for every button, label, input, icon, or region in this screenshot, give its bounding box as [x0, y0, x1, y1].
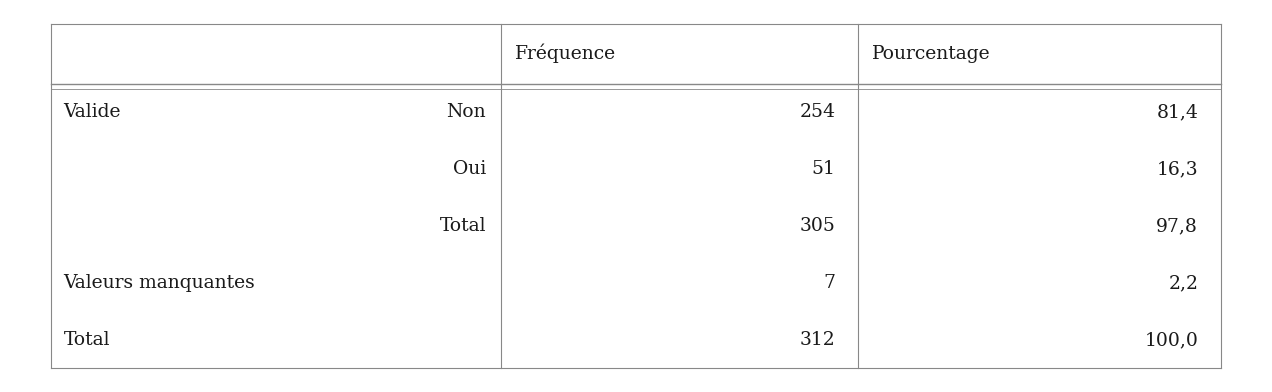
- Text: 51: 51: [812, 160, 836, 178]
- Text: 305: 305: [800, 217, 836, 235]
- Text: Total: Total: [440, 217, 486, 235]
- Text: Fréquence: Fréquence: [515, 44, 617, 64]
- Text: 100,0: 100,0: [1145, 331, 1198, 349]
- Text: 2,2: 2,2: [1168, 274, 1198, 292]
- Text: Non: Non: [446, 103, 486, 122]
- Text: 97,8: 97,8: [1156, 217, 1198, 235]
- Text: Valide: Valide: [64, 103, 121, 122]
- Text: Total: Total: [64, 331, 111, 349]
- Text: 16,3: 16,3: [1156, 160, 1198, 178]
- Text: 254: 254: [799, 103, 836, 122]
- Text: Valeurs manquantes: Valeurs manquantes: [64, 274, 256, 292]
- Text: 312: 312: [800, 331, 836, 349]
- Text: Pourcentage: Pourcentage: [873, 45, 991, 63]
- Text: 81,4: 81,4: [1156, 103, 1198, 122]
- Text: 7: 7: [823, 274, 836, 292]
- Text: Oui: Oui: [453, 160, 486, 178]
